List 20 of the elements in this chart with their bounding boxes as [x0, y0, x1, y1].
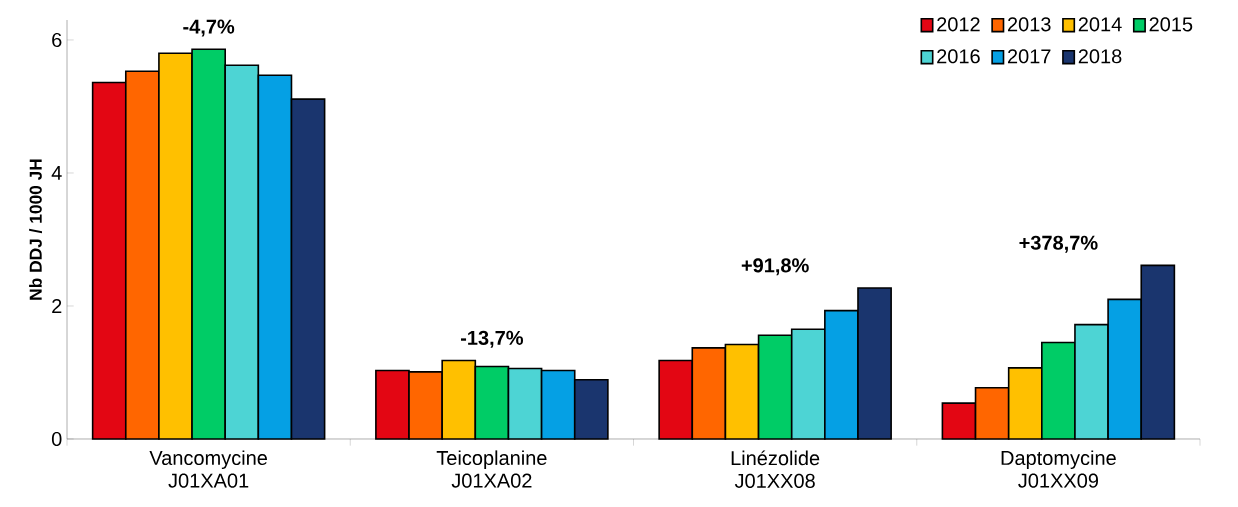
legend-label: 2017	[1007, 49, 1051, 64]
legend-label: 2015	[1149, 17, 1193, 32]
legend-label: 2013	[1007, 17, 1051, 32]
x-tick-label: Teicoplanine J01XA02	[436, 450, 547, 488]
x-tick-label: Vancomycine J01XA01	[149, 450, 268, 488]
legend-label: 2012	[937, 17, 980, 32]
y-tick-label: 6	[52, 32, 62, 48]
legend-label: 2016	[937, 49, 980, 64]
annotation: +91,8%	[741, 258, 809, 276]
annotation: +378,7%	[1019, 235, 1098, 253]
legend-label: 2018	[1078, 49, 1122, 64]
y-tick-label: 4	[51, 166, 62, 180]
annotation: -13,7%	[460, 330, 524, 348]
x-tick-label: Daptomycine J01XX09	[1001, 450, 1116, 488]
y-tick-label: 2	[52, 299, 62, 313]
x-tick-label: Linézolide J01XX08	[731, 450, 820, 488]
y-tick-label: 0	[51, 431, 62, 447]
legend-label: 2014	[1078, 17, 1122, 32]
y-axis-title: Nb DDJ / 1000 JH	[29, 159, 43, 300]
annotation: -4,7%	[183, 19, 235, 37]
